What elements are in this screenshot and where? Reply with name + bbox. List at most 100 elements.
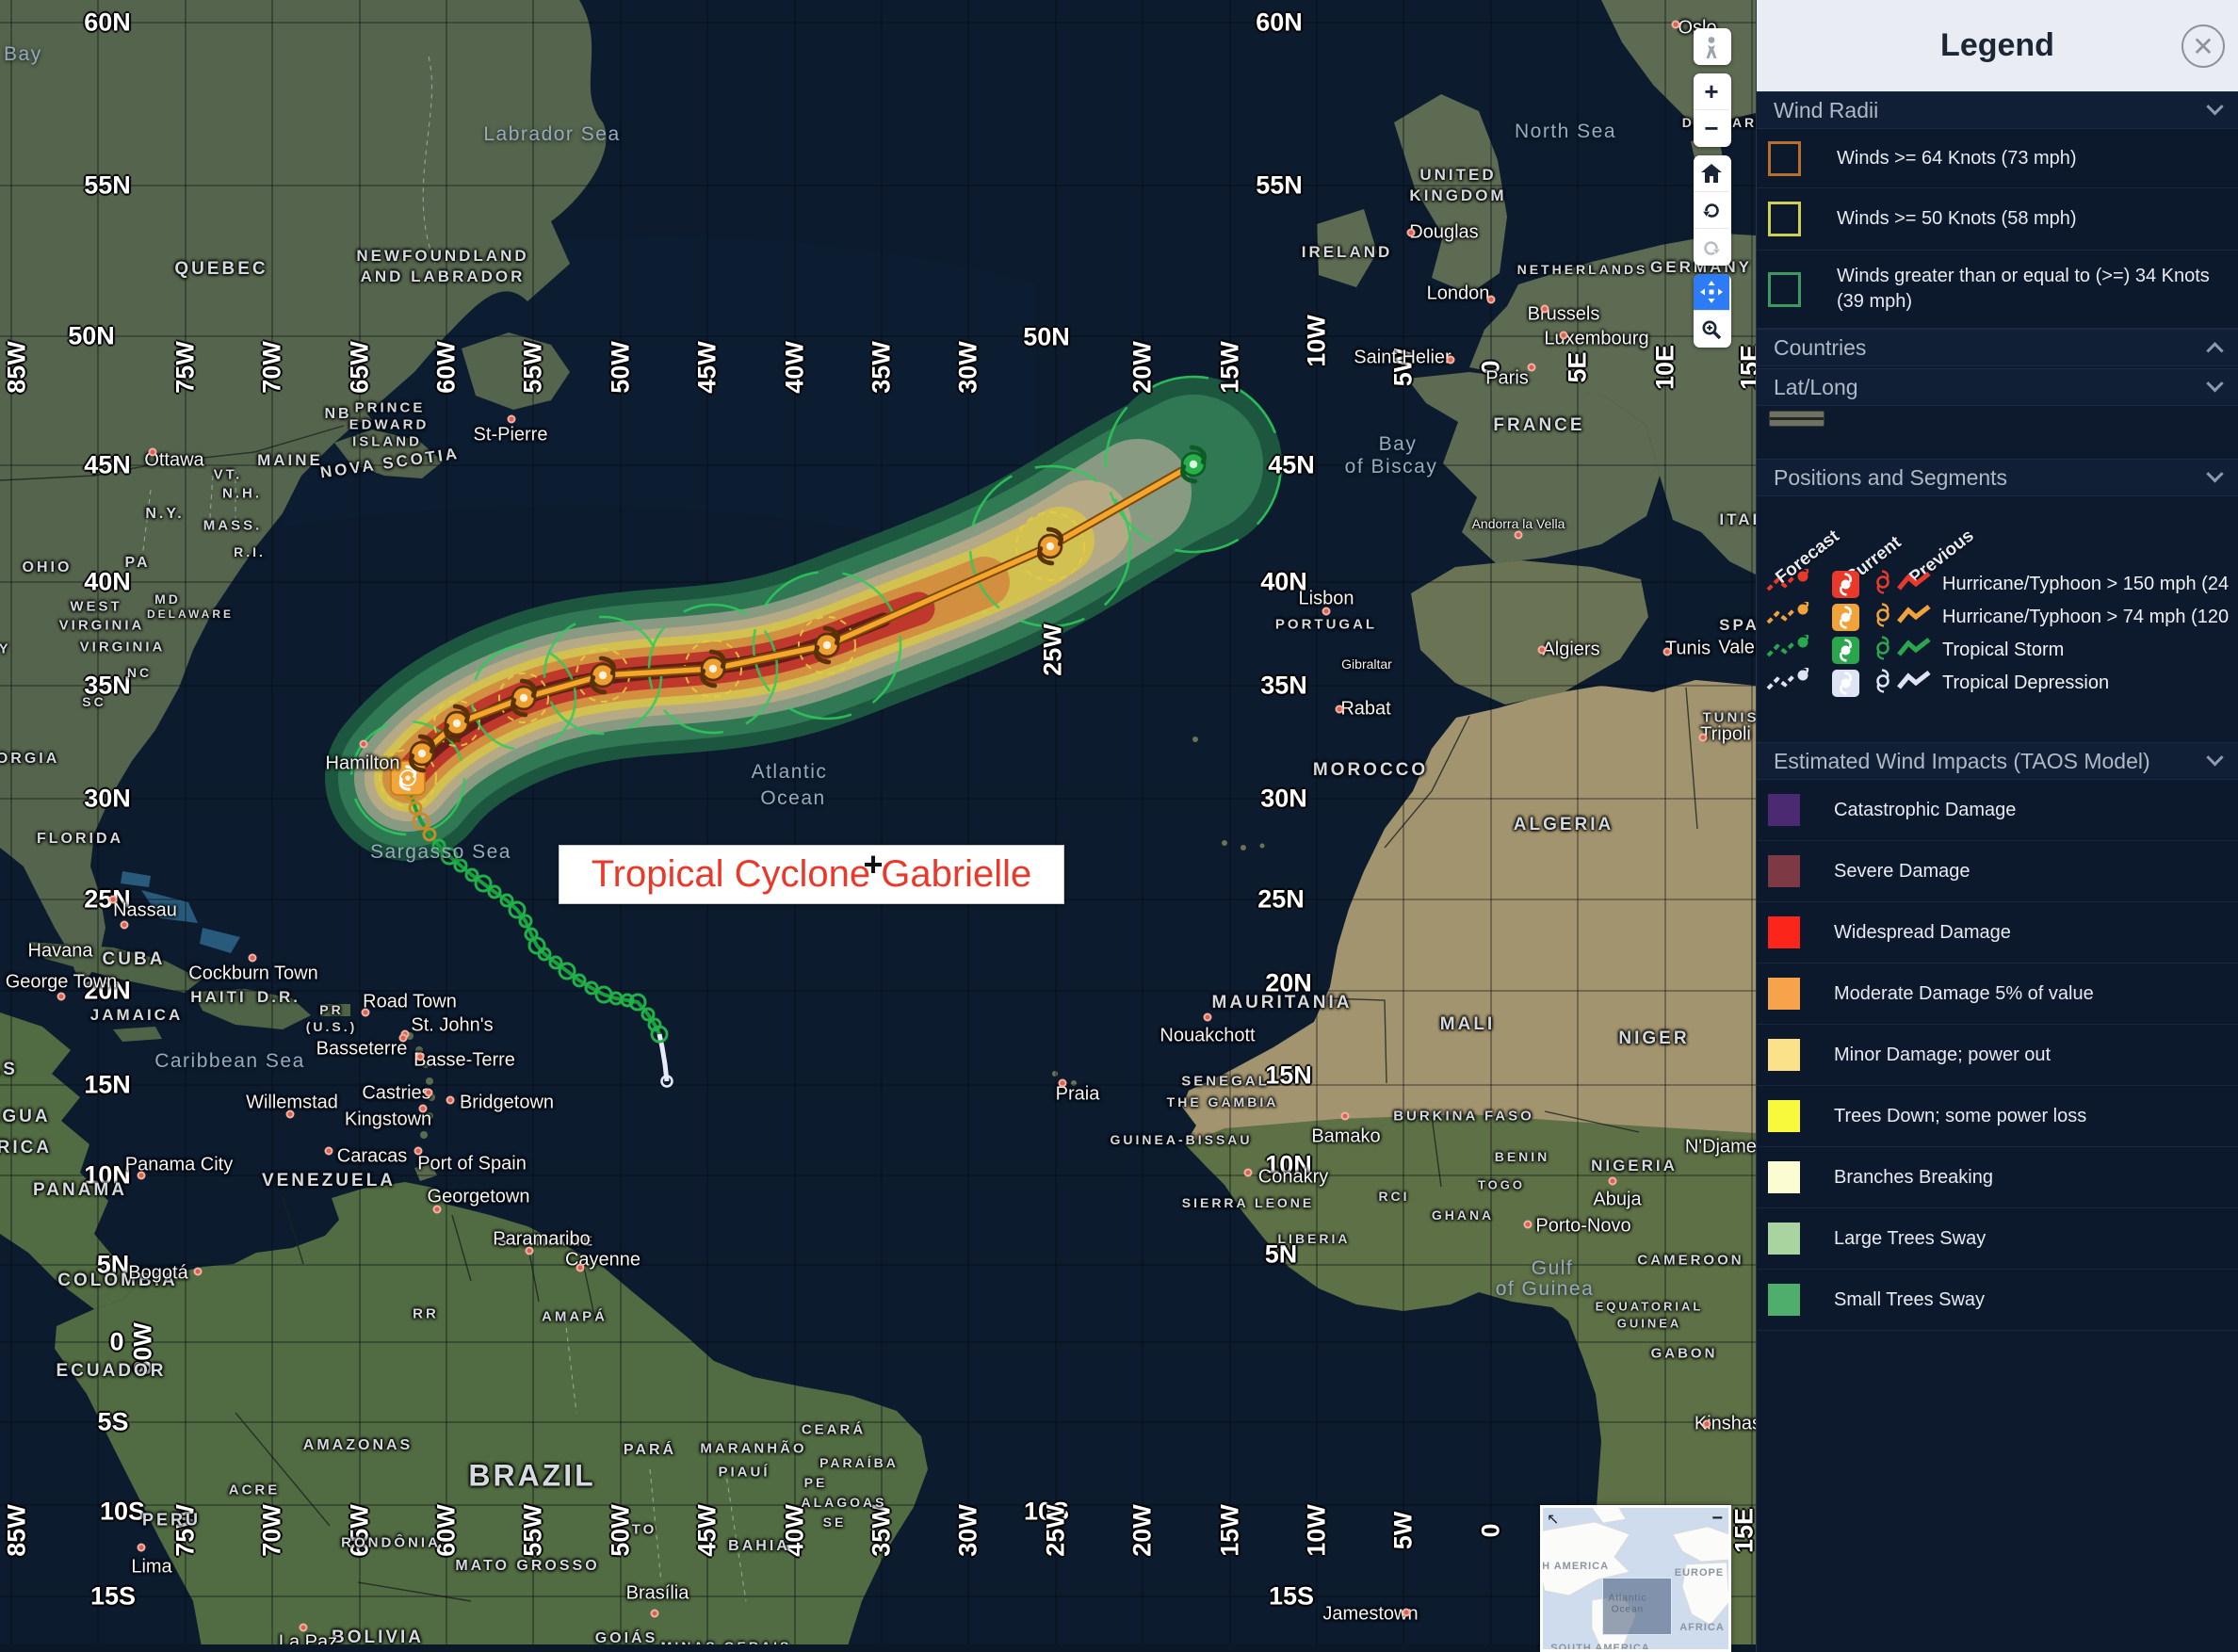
lesser-antilles <box>406 1032 437 1181</box>
wind-radii-swatch <box>1768 140 1801 176</box>
close-icon[interactable]: ✕ <box>2181 24 2225 68</box>
previous-position-icon <box>1871 635 1895 666</box>
impact-label: Moderate Damage 5% of value <box>1834 982 2094 1004</box>
pan-tool-button[interactable] <box>1694 274 1729 311</box>
tool-group <box>1694 274 1731 348</box>
impact-item: Small Trees Sway <box>1757 1270 2238 1331</box>
zoom-window-button[interactable] <box>1694 311 1729 348</box>
impact-label: Severe Damage <box>1834 860 1970 882</box>
forecast-segment-icon <box>1766 665 1811 699</box>
overview-inset-map[interactable]: NORTH AMERICA EUROPE AFRICA SOUTH AMERICA At… <box>1540 1505 1731 1652</box>
radius-34kt <box>470 644 577 752</box>
chevron-down-icon <box>2206 374 2224 392</box>
previous-position-marker <box>628 993 647 1012</box>
previous-position-marker <box>464 867 479 883</box>
current-position-icon <box>1832 637 1859 664</box>
impact-color-swatch <box>1768 1039 1800 1071</box>
wind-radii-swatch <box>1768 202 1801 236</box>
impact-item: Catastrophic Damage <box>1757 780 2238 841</box>
admin-borders <box>140 56 747 1602</box>
impact-label: Trees Down; some power loss <box>1834 1105 2087 1126</box>
previous-position-marker <box>527 936 546 955</box>
previous-position-marker <box>408 801 423 816</box>
wind-radii-swatch <box>1768 271 1801 307</box>
section-countries[interactable]: Countries <box>1757 329 2238 366</box>
depression-end-marker <box>660 1075 673 1088</box>
previous-position-marker <box>440 847 459 866</box>
impact-item: Moderate Damage 5% of value <box>1757 964 2238 1025</box>
current-cyclone-icon <box>398 765 417 791</box>
inset-label: Atlantic <box>1608 1593 1647 1604</box>
radius-34kt <box>349 720 466 836</box>
previous-segment-icon <box>1897 669 1935 698</box>
position-segment-row: Tropical Storm <box>1757 632 2238 667</box>
section-title: Countries <box>1774 334 1867 360</box>
landmasses <box>0 0 1756 1652</box>
wind-radii-item: Winds >= 64 Knots (73 mph) <box>1757 129 2238 188</box>
land-uk <box>1394 94 1507 294</box>
previous-position-marker <box>650 1025 669 1044</box>
forecast-position-marker <box>814 625 840 665</box>
current-position-marker <box>390 760 426 796</box>
inset-expand-arrow-icon[interactable]: ↖ <box>1547 1512 1560 1528</box>
previous-position-marker <box>518 914 533 929</box>
graticule <box>0 0 1756 1652</box>
home-button[interactable] <box>1694 155 1729 192</box>
previous-segment-icon <box>1897 636 1935 665</box>
home-icon <box>1701 164 1722 183</box>
inset-viewport-rect[interactable] <box>1602 1578 1672 1635</box>
impact-item: Widespread Damage <box>1757 902 2238 964</box>
rotate-ccw-button[interactable] <box>1694 192 1729 229</box>
legend-panel: Legend ✕ Wind Radii Winds >= 64 Knots (7… <box>1756 0 2238 1652</box>
position-segment-label: Hurricane/Typhoon > 150 mph (24 <box>1942 574 2230 594</box>
zoom-window-icon <box>1702 320 1722 339</box>
wind-radii-label: Winds >= 50 Knots (58 mph) <box>1837 208 2077 229</box>
previous-position-icon <box>1871 569 1895 600</box>
ocean-shade <box>283 235 1036 565</box>
section-positions[interactable]: Positions and Segments <box>1757 459 2238 496</box>
land-south-america <box>55 1182 928 1652</box>
position-segment-label: Tropical Storm <box>1942 640 2065 660</box>
position-segment-label: Tropical Depression <box>1942 672 2110 693</box>
previous-position-marker <box>620 993 635 1008</box>
map-controls: + − <box>1694 28 1731 356</box>
zoom-out-icon: − <box>1704 114 1719 142</box>
current-position-icon <box>1832 571 1859 598</box>
forecast-position-marker-green <box>1180 445 1207 484</box>
impact-color-swatch <box>1768 794 1800 826</box>
previous-position-icon <box>1871 668 1895 699</box>
pegman-group <box>1694 28 1731 65</box>
previous-position-marker <box>499 893 514 908</box>
bahamas-banks <box>121 871 240 953</box>
land-newfoundland <box>462 332 570 410</box>
land-nova-scotia <box>334 429 443 478</box>
land-north-america <box>0 0 607 980</box>
zoom-in-button[interactable]: + <box>1694 73 1729 110</box>
land-france <box>1407 372 1660 563</box>
position-segment-row: Hurricane/Typhoon > 150 mph (24 <box>1757 566 2238 601</box>
pegman-button[interactable] <box>1694 28 1729 65</box>
previous-position-marker <box>431 838 446 853</box>
chevron-down-icon <box>2206 464 2224 482</box>
impact-color-swatch <box>1768 1223 1800 1255</box>
impact-label: Catastrophic Damage <box>1834 799 2017 820</box>
section-wind-impacts[interactable]: Estimated Wind Impacts (TAOS Model) <box>1757 742 2238 780</box>
section-wind-radii[interactable]: Wind Radii <box>1757 91 2238 129</box>
pegman-icon <box>1706 36 1717 58</box>
previous-segment-icon <box>1897 603 1935 632</box>
section-lat-long[interactable]: Lat/Long <box>1757 368 2238 406</box>
storm-name-label: Tropical Cyclone Gabrielle <box>559 845 1064 904</box>
map-canvas <box>0 0 1756 1652</box>
forecast-position-marker <box>444 704 470 743</box>
forecast-position-marker <box>511 678 537 718</box>
previous-position-icon <box>1871 602 1895 633</box>
inset-collapse-icon[interactable]: − <box>1711 1508 1723 1529</box>
rotate-cw-button[interactable] <box>1694 229 1729 266</box>
forecast-segment-icon <box>1766 599 1811 633</box>
zoom-out-button[interactable]: − <box>1694 110 1729 147</box>
nav-group <box>1694 155 1731 266</box>
section-title: Lat/Long <box>1774 374 1858 399</box>
inset-label: AFRICA <box>1679 1622 1725 1633</box>
map-viewport[interactable]: 60N 55N 50N 45N 40N 35N 30N 25N 20N 15N 10N 5N 0 5S 10… <box>0 0 1756 1652</box>
